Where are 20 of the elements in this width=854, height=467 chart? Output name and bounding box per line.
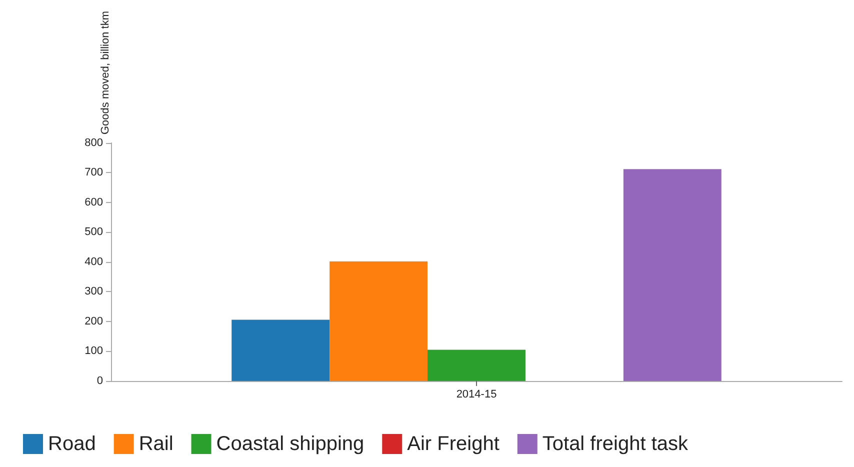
legend-label: Road [48,433,96,455]
legend-label: Rail [138,433,174,455]
y-tick-label: 400 [84,256,103,268]
y-tick-label: 300 [84,286,103,298]
legend-label: Coastal shipping [216,433,364,455]
y-tick-label: 0 [96,375,103,387]
x-tick-label: 2014-15 [456,388,497,400]
bar [623,169,722,381]
y-axis-title: Goods moved, billion tkm [100,11,112,134]
bar [232,320,330,381]
y-tick-label: 500 [84,226,103,238]
legend-label: Air Freight [407,433,500,455]
y-tick-label: 100 [84,345,103,358]
y-tick-label: 200 [84,315,103,328]
y-tick-label: 800 [84,136,103,149]
y-tick-label: 600 [84,196,103,208]
y-tick-label: 700 [84,166,103,179]
legend-label: Total freight task [542,433,690,455]
bar [428,350,526,381]
bar [330,261,428,381]
